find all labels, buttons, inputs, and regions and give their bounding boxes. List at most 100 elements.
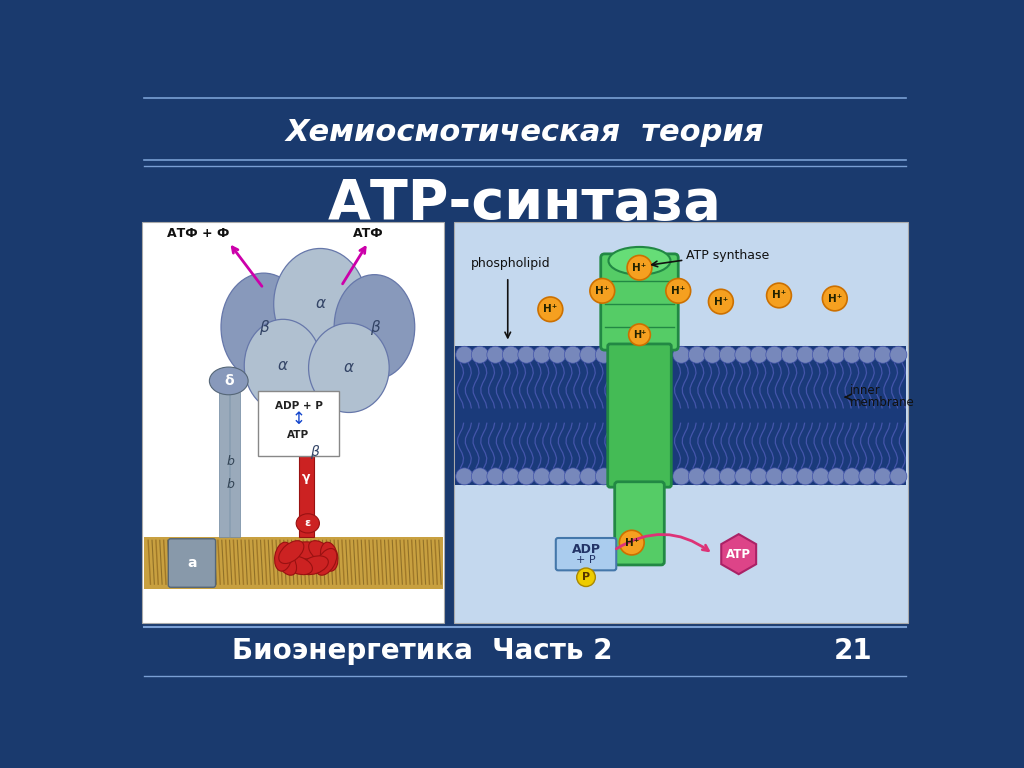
Circle shape (456, 468, 473, 485)
Circle shape (471, 346, 488, 363)
Circle shape (797, 346, 814, 363)
Circle shape (781, 346, 799, 363)
Circle shape (503, 346, 519, 363)
Circle shape (859, 346, 876, 363)
Text: α: α (344, 360, 354, 376)
Text: 21: 21 (834, 637, 872, 665)
Ellipse shape (316, 548, 337, 575)
Circle shape (620, 530, 644, 555)
Circle shape (735, 346, 752, 363)
Text: H⁺: H⁺ (633, 263, 646, 273)
Text: β: β (309, 445, 318, 458)
Text: H⁺: H⁺ (772, 290, 786, 300)
Circle shape (719, 346, 736, 363)
Text: АТР-синтаза: АТР-синтаза (328, 177, 722, 231)
Ellipse shape (300, 556, 329, 574)
Ellipse shape (308, 323, 389, 412)
Bar (299, 415, 314, 538)
Circle shape (549, 346, 566, 363)
Circle shape (471, 468, 488, 485)
Circle shape (538, 297, 563, 322)
Bar (143, 538, 442, 589)
Circle shape (781, 468, 799, 485)
Text: β: β (259, 319, 268, 335)
Circle shape (844, 468, 860, 485)
Circle shape (703, 346, 721, 363)
Text: γ: γ (302, 471, 310, 484)
Text: ATP synthase: ATP synthase (686, 249, 769, 262)
Circle shape (595, 468, 612, 485)
FancyBboxPatch shape (607, 344, 672, 487)
Circle shape (766, 346, 783, 363)
Text: H⁺: H⁺ (633, 329, 646, 339)
Circle shape (859, 468, 876, 485)
Text: АТФ + Ф: АТФ + Ф (167, 227, 229, 240)
Circle shape (666, 279, 690, 303)
Circle shape (590, 279, 614, 303)
Circle shape (673, 468, 690, 485)
Ellipse shape (274, 542, 292, 571)
Circle shape (580, 346, 597, 363)
Text: ↕: ↕ (292, 410, 305, 429)
Text: ε: ε (305, 518, 311, 528)
Text: α: α (315, 296, 326, 311)
Ellipse shape (221, 273, 306, 381)
Circle shape (874, 346, 891, 363)
Text: b: b (226, 455, 234, 468)
Text: Хемиосмотическая  теория: Хемиосмотическая теория (286, 118, 764, 147)
Circle shape (688, 346, 706, 363)
Circle shape (564, 468, 582, 485)
Circle shape (627, 256, 652, 280)
Circle shape (486, 346, 504, 363)
Text: Биоэнергетика  Часть 2: Биоэнергетика Часть 2 (232, 637, 612, 665)
Circle shape (812, 346, 829, 363)
Text: inner: inner (850, 385, 881, 397)
Text: H⁺: H⁺ (595, 286, 609, 296)
Circle shape (890, 346, 907, 363)
Text: H⁺: H⁺ (625, 538, 639, 548)
FancyBboxPatch shape (454, 221, 907, 624)
FancyBboxPatch shape (556, 538, 616, 571)
Ellipse shape (245, 319, 322, 412)
Circle shape (812, 468, 829, 485)
Circle shape (486, 468, 504, 485)
Circle shape (844, 346, 860, 363)
Text: β: β (370, 319, 379, 335)
Circle shape (751, 468, 767, 485)
Circle shape (503, 468, 519, 485)
Circle shape (719, 468, 736, 485)
Ellipse shape (284, 556, 312, 574)
Circle shape (549, 468, 566, 485)
Text: phospholipid: phospholipid (471, 257, 550, 270)
Circle shape (822, 286, 847, 311)
Text: P: P (582, 572, 590, 582)
Circle shape (580, 468, 597, 485)
Bar (455, 346, 906, 485)
Circle shape (518, 346, 535, 363)
Text: α: α (278, 358, 288, 373)
Circle shape (595, 346, 612, 363)
Polygon shape (721, 534, 756, 574)
Circle shape (709, 290, 733, 314)
Circle shape (629, 324, 650, 346)
Circle shape (890, 468, 907, 485)
Circle shape (673, 346, 690, 363)
Ellipse shape (308, 541, 334, 564)
Text: H⁺: H⁺ (714, 296, 728, 306)
Ellipse shape (209, 367, 248, 395)
Circle shape (688, 468, 706, 485)
Text: membrane: membrane (850, 396, 915, 409)
Text: H⁺: H⁺ (671, 286, 685, 296)
Circle shape (577, 568, 595, 587)
Circle shape (703, 468, 721, 485)
FancyBboxPatch shape (614, 482, 665, 565)
Circle shape (564, 346, 582, 363)
Ellipse shape (296, 514, 319, 533)
FancyBboxPatch shape (142, 221, 444, 624)
Circle shape (735, 468, 752, 485)
Text: + P: + P (577, 555, 596, 565)
Bar (230, 392, 240, 538)
Bar (219, 392, 228, 538)
Ellipse shape (273, 249, 367, 359)
Circle shape (534, 346, 550, 363)
